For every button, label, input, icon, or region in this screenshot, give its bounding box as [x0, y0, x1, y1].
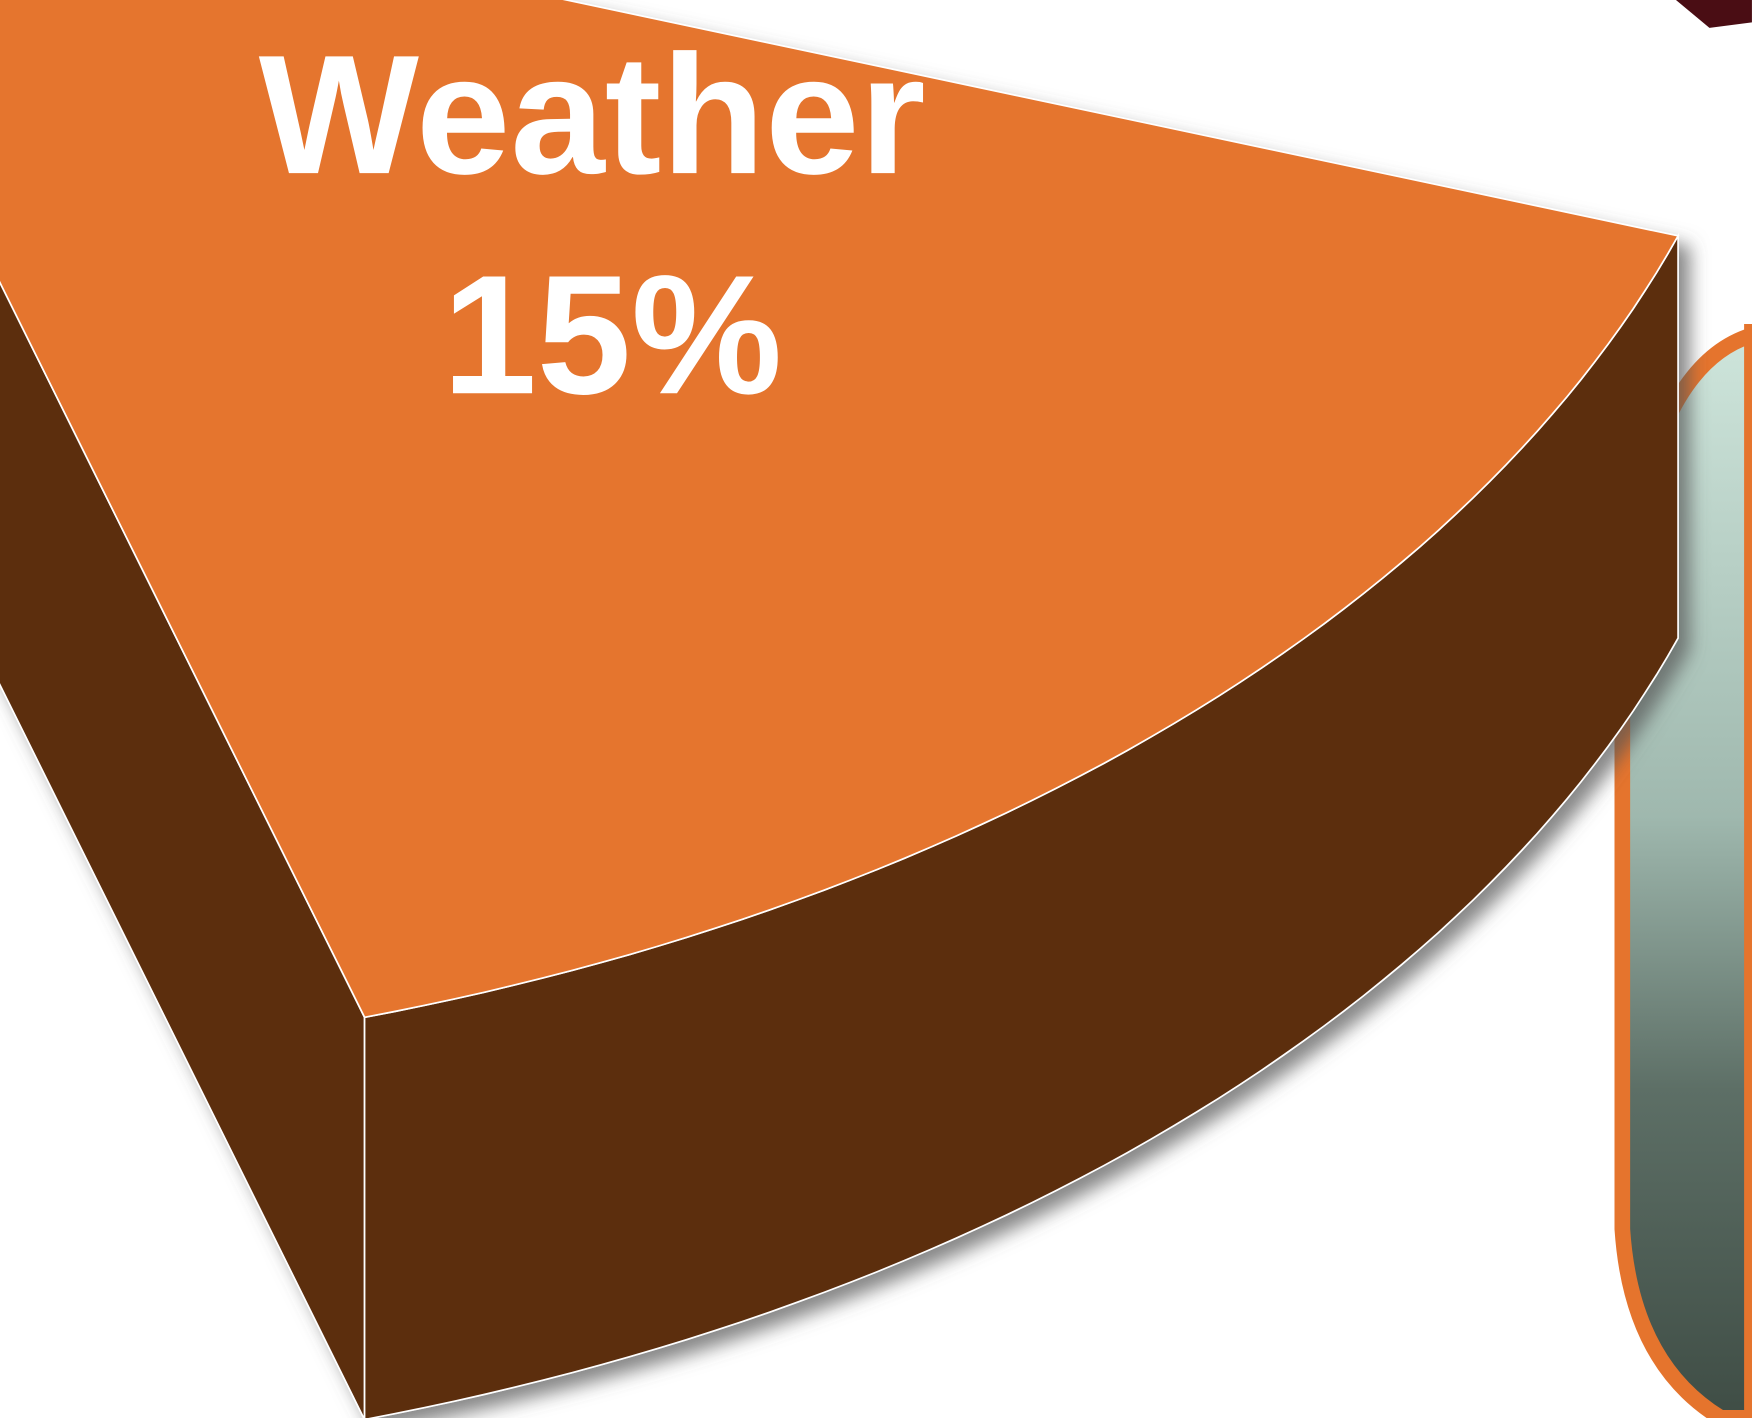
pie: [0, 0, 1680, 1418]
slice-category: Weather: [259, 19, 926, 209]
other-slice: [1675, 0, 1752, 28]
slice-value-label: 15%: [442, 239, 782, 429]
pie-slice: [0, 0, 1680, 1019]
